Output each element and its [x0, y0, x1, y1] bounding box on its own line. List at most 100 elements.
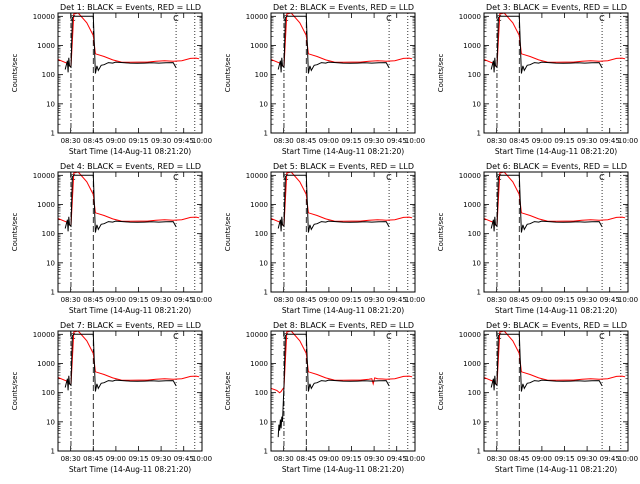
x-tick-label: 08:45	[509, 137, 529, 145]
x-tick-label: 08:30	[274, 455, 294, 463]
x-tick-label: 09:45	[600, 137, 620, 145]
series-line-lld	[58, 13, 200, 68]
x-tick-label: 10:00	[192, 137, 212, 145]
event-marker-label: C	[283, 173, 289, 182]
y-tick-label: 1000	[37, 360, 55, 368]
y-axis-label: Counts/sec	[224, 372, 232, 411]
series-line-events	[64, 174, 177, 233]
y-tick-label: 1	[264, 448, 268, 456]
x-tick-label: 10:00	[192, 455, 212, 463]
y-tick-label: 1000	[37, 201, 55, 209]
x-tick-label: 10:00	[405, 137, 425, 145]
series-line-lld	[484, 331, 626, 386]
y-tick-label: 1000	[250, 360, 268, 368]
plot-frame	[57, 171, 203, 293]
panel-title: Det 6: BLACK = Events, RED = LLD	[486, 162, 627, 171]
y-tick-label: 100	[255, 389, 268, 397]
x-tick-label: 09:45	[174, 455, 194, 463]
y-axis-label: Counts/sec	[11, 372, 19, 411]
x-tick-label: 08:45	[83, 137, 103, 145]
x-tick-label: 09:30	[577, 296, 597, 304]
y-axis-label: Counts/sec	[437, 372, 445, 411]
y-tick-label: 100	[42, 71, 55, 79]
detector-panel-6: Det 6: BLACK = Events, RED = LLD Counts/s…	[437, 162, 638, 315]
series-line-events	[64, 333, 177, 392]
x-tick-label: 09:00	[106, 137, 126, 145]
x-axis-label: Start Time (14-Aug-11 08:21:20)	[69, 465, 191, 474]
y-tick-label: 100	[255, 230, 268, 238]
y-tick-label: 10	[259, 418, 268, 426]
y-tick-label: 10	[472, 100, 481, 108]
plot-frame	[270, 12, 416, 134]
x-tick-label: 09:30	[151, 137, 171, 145]
y-tick-label: 10	[259, 259, 268, 267]
plot-frame	[270, 330, 416, 452]
event-marker-label: C	[70, 173, 76, 182]
plot-frame	[270, 171, 416, 293]
y-tick-label: 100	[42, 389, 55, 397]
event-marker-label: C	[70, 332, 76, 341]
y-tick-label: 1000	[250, 42, 268, 50]
event-marker-label: C	[386, 332, 392, 341]
series-line-events	[277, 15, 390, 74]
y-tick-label: 1	[51, 289, 55, 297]
y-tick-label: 10000	[33, 172, 55, 180]
panel-title: Det 4: BLACK = Events, RED = LLD	[60, 162, 201, 171]
x-tick-label: 09:15	[341, 455, 361, 463]
plot-frame	[57, 330, 203, 452]
x-tick-label: 10:00	[618, 137, 638, 145]
x-tick-label: 09:45	[600, 455, 620, 463]
y-tick-label: 1	[264, 130, 268, 138]
y-axis-label: Counts/sec	[437, 213, 445, 252]
detector-panel-1: Det 1: BLACK = Events, RED = LLD Counts/s…	[11, 3, 212, 156]
detector-panel-5: Det 5: BLACK = Events, RED = LLD Counts/s…	[224, 162, 425, 315]
y-tick-label: 10000	[246, 172, 268, 180]
x-tick-label: 09:15	[554, 455, 574, 463]
event-marker-label: C	[599, 173, 605, 182]
y-tick-label: 1	[51, 130, 55, 138]
panel-title: Det 9: BLACK = Events, RED = LLD	[486, 321, 627, 330]
x-tick-label: 09:00	[106, 296, 126, 304]
x-tick-label: 08:30	[274, 296, 294, 304]
y-tick-label: 10	[472, 259, 481, 267]
x-tick-label: 09:30	[364, 137, 384, 145]
x-tick-label: 08:45	[509, 296, 529, 304]
event-marker-label: C	[283, 332, 289, 341]
detector-panel-4: Det 4: BLACK = Events, RED = LLD Counts/s…	[11, 162, 212, 315]
x-tick-label: 10:00	[405, 296, 425, 304]
event-marker-label: C	[173, 14, 179, 23]
x-tick-label: 09:45	[387, 137, 407, 145]
x-tick-label: 09:45	[387, 296, 407, 304]
event-marker-label: C	[173, 173, 179, 182]
event-marker-label: C	[283, 14, 289, 23]
detector-panel-9: Det 9: BLACK = Events, RED = LLD Counts/s…	[437, 321, 638, 474]
x-tick-label: 09:00	[532, 296, 552, 304]
panel-title: Det 3: BLACK = Events, RED = LLD	[486, 3, 627, 12]
x-tick-label: 08:30	[61, 455, 81, 463]
x-tick-label: 09:00	[532, 137, 552, 145]
y-tick-label: 1000	[37, 42, 55, 50]
x-tick-label: 09:30	[364, 455, 384, 463]
plot-frame	[57, 12, 203, 134]
y-tick-label: 10000	[459, 13, 481, 21]
series-line-lld	[484, 13, 626, 68]
y-tick-label: 10000	[33, 13, 55, 21]
x-tick-label: 10:00	[192, 296, 212, 304]
y-tick-label: 100	[468, 71, 481, 79]
y-axis-label: Counts/sec	[11, 213, 19, 252]
y-tick-label: 1000	[463, 201, 481, 209]
event-marker-label: C	[173, 332, 179, 341]
x-tick-label: 08:45	[83, 455, 103, 463]
y-tick-label: 10	[259, 100, 268, 108]
x-tick-label: 08:30	[487, 137, 507, 145]
y-tick-label: 10000	[33, 331, 55, 339]
panel-title: Det 8: BLACK = Events, RED = LLD	[273, 321, 414, 330]
series-line-lld	[58, 331, 200, 386]
x-tick-label: 08:30	[61, 296, 81, 304]
y-tick-label: 10000	[459, 172, 481, 180]
event-marker-label: C	[599, 332, 605, 341]
detector-panel-2: Det 2: BLACK = Events, RED = LLD Counts/s…	[224, 3, 425, 156]
x-axis-label: Start Time (14-Aug-11 08:21:20)	[282, 306, 404, 315]
x-tick-label: 09:45	[600, 296, 620, 304]
series-line-events	[490, 333, 603, 392]
